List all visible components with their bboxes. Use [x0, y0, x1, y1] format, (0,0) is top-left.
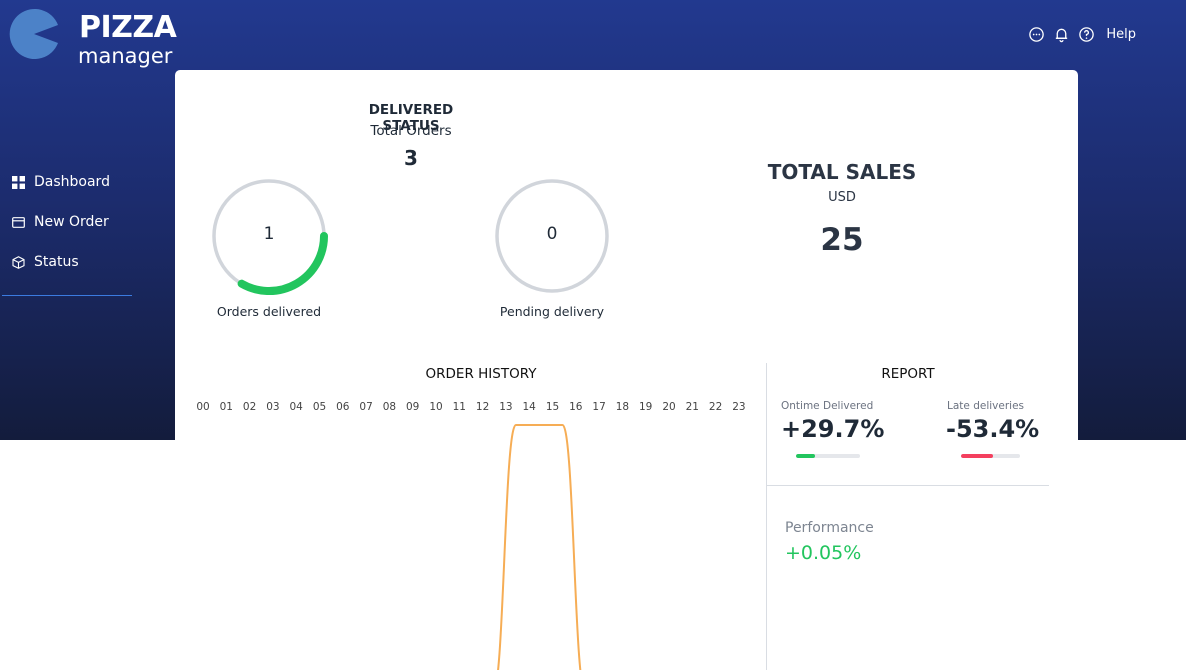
- performance-label: Performance: [785, 520, 874, 536]
- delivered-status-title: DELIVERED STATUS: [368, 102, 454, 134]
- sidebar-item-dashboard[interactable]: Dashboard: [0, 162, 132, 202]
- late-deliveries-value: -53.4%: [946, 415, 1040, 443]
- hour-label: 22: [708, 401, 723, 413]
- sidebar-item-label: New Order: [34, 214, 109, 230]
- top-toolbar: Help: [1028, 26, 1136, 43]
- report-title: REPORT: [881, 366, 935, 382]
- hour-label: 10: [429, 401, 443, 413]
- orders-delivered-label: Orders delivered: [216, 304, 322, 319]
- hour-label: 06: [336, 401, 350, 413]
- hour-label: 01: [219, 401, 233, 413]
- hour-label: 17: [592, 401, 606, 413]
- grid-icon: [12, 175, 25, 189]
- help-link[interactable]: Help: [1106, 27, 1136, 42]
- late-deliveries-bar: [961, 454, 1020, 458]
- total-sales-currency: USD: [828, 190, 856, 205]
- report-divider-horizontal: [767, 485, 1049, 486]
- report-divider-vertical: [766, 363, 767, 670]
- gauge-value: 0: [546, 224, 558, 244]
- chat-icon[interactable]: [1028, 26, 1045, 43]
- total-orders-value: 3: [404, 146, 418, 170]
- ontime-delivered-bar-fill: [796, 454, 815, 458]
- gauge-progress-arc: [237, 232, 328, 295]
- hour-label: 23: [732, 401, 746, 413]
- ontime-delivered-value: +29.7%: [781, 415, 885, 443]
- hour-label: 13: [499, 401, 513, 413]
- late-deliveries-bar-fill: [961, 454, 993, 458]
- order-history-title: ORDER HISTORY: [425, 366, 537, 382]
- sidebar-item-new-order[interactable]: New Order: [0, 202, 132, 242]
- hour-label: 19: [639, 401, 653, 413]
- card-icon: [12, 216, 25, 228]
- hour-label: 12: [475, 401, 490, 413]
- logo-word-manager: manager: [78, 44, 173, 68]
- hour-label: 07: [359, 401, 373, 413]
- hour-label: 04: [289, 401, 303, 413]
- help-icon[interactable]: [1078, 26, 1095, 43]
- sidebar-nav: Dashboard New Order Status: [0, 162, 132, 282]
- hour-label: 11: [452, 401, 466, 413]
- bell-icon[interactable]: [1053, 26, 1070, 43]
- hour-label: 02: [242, 401, 257, 413]
- box-icon: [12, 255, 25, 269]
- hour-label: 16: [569, 401, 583, 413]
- sidebar-item-label: Dashboard: [34, 174, 110, 190]
- hour-label: 14: [522, 401, 536, 413]
- orders-delivered-gauge: 1: [209, 176, 329, 296]
- sidebar-item-status[interactable]: Status: [0, 242, 132, 282]
- hour-label: 03: [266, 401, 280, 413]
- late-deliveries-label: Late deliveries: [947, 400, 1024, 412]
- performance-value: +0.05%: [785, 542, 862, 564]
- total-sales-value: 25: [820, 222, 864, 258]
- pacman-logo-icon: [9, 8, 58, 59]
- ontime-delivered-label: Ontime Delivered: [781, 400, 874, 412]
- order-history-series-line: [497, 424, 582, 670]
- gauge-value: 1: [263, 224, 275, 244]
- ontime-delivered-bar: [796, 454, 860, 458]
- dashboard-card: DELIVERED STATUS Total Orders 3 1 Orders…: [175, 70, 1078, 670]
- hour-label: 18: [615, 401, 630, 413]
- sidebar-item-label: Status: [34, 254, 79, 270]
- hour-label: 21: [685, 401, 699, 413]
- hour-label: 05: [312, 401, 327, 413]
- hour-label: 08: [382, 401, 397, 413]
- pending-delivery-gauge: 0: [492, 176, 612, 296]
- total-sales-title: TOTAL SALES: [767, 160, 917, 184]
- total-orders-label: Total Orders: [370, 123, 452, 139]
- hour-label: 15: [545, 401, 560, 413]
- gauge-track: [495, 179, 609, 293]
- pending-delivery-label: Pending delivery: [499, 304, 605, 319]
- logo-word-pizza: PIZZA: [79, 10, 177, 45]
- pizza-manager-logo[interactable]: PIZZA manager: [8, 6, 177, 68]
- hour-label: 00: [196, 401, 210, 413]
- hour-label: 20: [662, 401, 676, 413]
- hour-label: 09: [406, 401, 420, 413]
- sidebar-divider: [2, 295, 132, 296]
- order-history-chart: [497, 424, 582, 670]
